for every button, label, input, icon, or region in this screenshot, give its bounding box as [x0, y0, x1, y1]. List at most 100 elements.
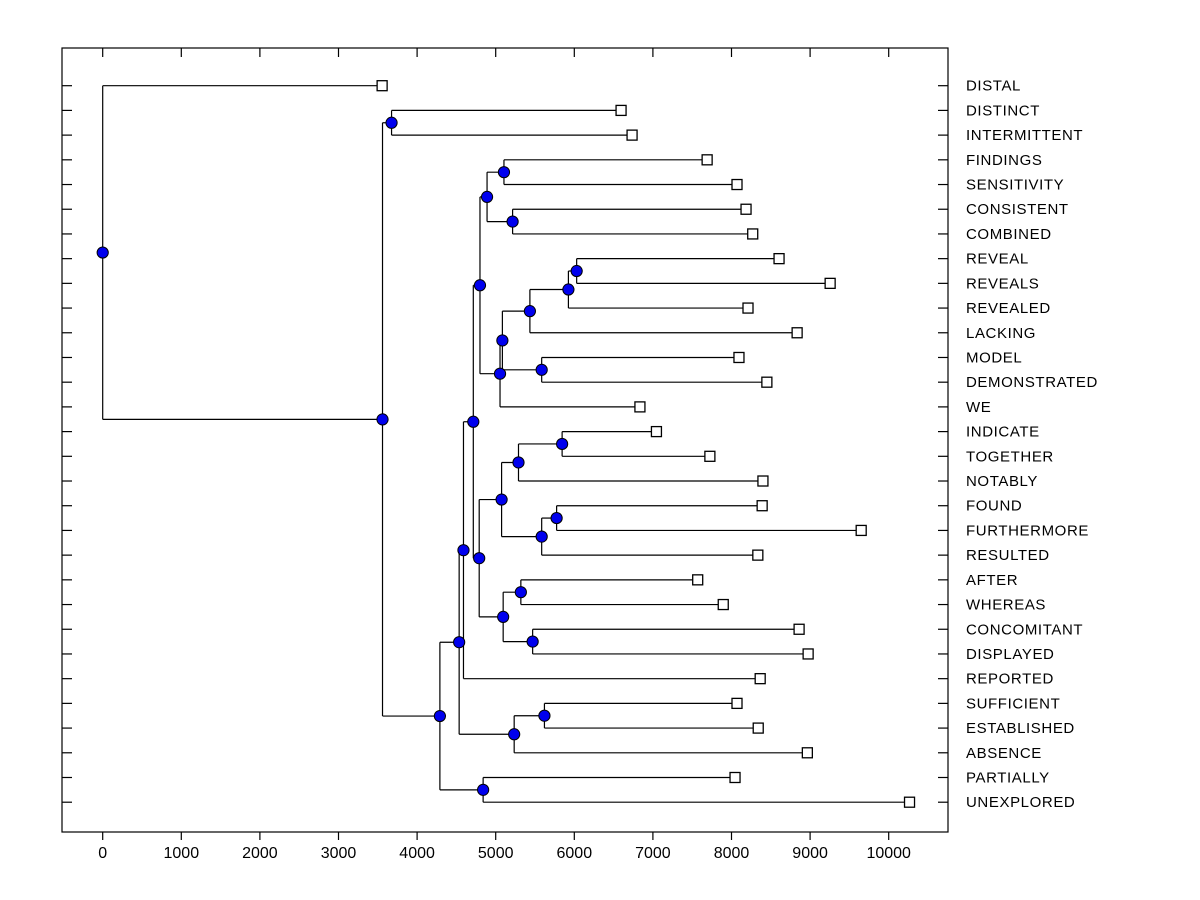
leaf-label: LACKING	[966, 325, 1036, 342]
internal-node-marker[interactable]	[473, 279, 487, 292]
leaf-label: REVEALED	[966, 300, 1051, 317]
leaf-label: SENSITIVITY	[966, 177, 1064, 194]
leaf-node-marker[interactable]	[615, 104, 627, 117]
internal-node-marker[interactable]	[376, 413, 389, 426]
axis-ticks	[62, 48, 948, 840]
x-tick-label: 6000	[557, 845, 593, 862]
x-tick-label: 4000	[399, 845, 435, 862]
leaf-label: CONCOMITANT	[966, 621, 1083, 638]
leaf-node-marker[interactable]	[752, 722, 764, 734]
internal-node-marker[interactable]	[457, 544, 470, 557]
leaf-label: ABSENCE	[966, 745, 1042, 762]
leaf-node-marker[interactable]	[903, 796, 916, 808]
leaf-node-marker[interactable]	[754, 673, 766, 685]
internal-node-marker[interactable]	[535, 530, 548, 543]
leaf-node-marker[interactable]	[761, 376, 773, 388]
leaf-node-marker[interactable]	[855, 524, 867, 537]
internal-node-marker[interactable]	[96, 246, 109, 259]
internal-node-marker[interactable]	[493, 367, 507, 380]
internal-node-marker[interactable]	[538, 709, 551, 722]
leaf-node-marker[interactable]	[752, 549, 764, 561]
internal-node-marker[interactable]	[550, 511, 563, 525]
internal-node-marker[interactable]	[385, 116, 398, 129]
x-tick-label: 10000	[866, 845, 911, 862]
leaf-label: FURTHERMORE	[966, 522, 1089, 539]
internal-node-marker[interactable]	[526, 635, 539, 648]
leaf-node-marker[interactable]	[742, 302, 754, 314]
internal-node-marker[interactable]	[535, 363, 548, 376]
internal-node-marker[interactable]	[570, 264, 583, 278]
leaf-label: DISTAL	[966, 78, 1021, 95]
x-tick-label: 2000	[242, 845, 278, 862]
leaf-node-marker[interactable]	[729, 771, 741, 784]
internal-node-marker[interactable]	[480, 190, 494, 203]
leaf-label: COMBINED	[966, 226, 1052, 243]
internal-node-marker[interactable]	[523, 305, 536, 318]
internal-node-marker[interactable]	[496, 334, 509, 347]
leaf-label: ESTABLISHED	[966, 720, 1075, 737]
leaf-label: WHEREAS	[966, 597, 1046, 614]
internal-node-marker[interactable]	[433, 709, 446, 723]
leaf-node-marker[interactable]	[801, 747, 813, 759]
leaf-label: NOTABLY	[966, 473, 1038, 490]
leaf-label: INDICATE	[966, 424, 1040, 441]
leaf-label: DISTINCT	[966, 102, 1040, 119]
leaf-label: AFTER	[966, 572, 1018, 589]
leaf-node-marker[interactable]	[650, 425, 663, 438]
leaf-node-marker[interactable]	[824, 277, 836, 290]
internal-node-marker[interactable]	[556, 437, 569, 451]
node-markers	[96, 80, 916, 808]
leaf-node-marker[interactable]	[802, 648, 814, 660]
plot-border	[61, 47, 949, 833]
internal-node-marker[interactable]	[477, 783, 490, 796]
x-tick-label: 1000	[164, 845, 200, 862]
leaf-label: RESULTED	[966, 547, 1050, 564]
leaf-label: TOGETHER	[966, 448, 1054, 465]
leaf-label: DEMONSTRATED	[966, 374, 1098, 391]
internal-node-marker[interactable]	[514, 586, 527, 599]
x-tick-label: 7000	[635, 845, 671, 862]
x-axis-tick-labels: 0 1000 2000 3000 4000 5000 6000 7000 8000 9000 100…	[98, 845, 911, 862]
leaf-node-marker[interactable]	[791, 327, 803, 339]
leaf-label: UNEXPLORED	[966, 794, 1075, 811]
internal-node-marker[interactable]	[512, 456, 525, 469]
internal-node-marker[interactable]	[508, 728, 521, 741]
x-tick-label: 9000	[792, 845, 828, 862]
internal-node-marker[interactable]	[497, 610, 510, 624]
x-tick-label: 0	[98, 845, 107, 862]
leaf-node-marker[interactable]	[626, 129, 638, 141]
plot-frame	[61, 47, 949, 833]
x-tick-label: 5000	[478, 845, 514, 862]
leaf-label: SUFFICIENT	[966, 695, 1060, 712]
leaf-node-marker[interactable]	[756, 500, 768, 512]
internal-node-marker[interactable]	[495, 493, 508, 506]
internal-node-marker[interactable]	[562, 283, 575, 296]
internal-node-marker[interactable]	[506, 215, 519, 228]
leaf-labels: DISTAL DISTINCT INTERMITTENT FINDINGS SENSIT…	[966, 78, 1098, 812]
leaf-node-marker[interactable]	[731, 178, 743, 191]
leaf-label: PARTIALLY	[966, 769, 1050, 786]
leaf-node-marker[interactable]	[376, 80, 388, 92]
internal-node-marker[interactable]	[473, 552, 486, 565]
x-tick-label: 3000	[321, 845, 357, 862]
internal-node-marker[interactable]	[497, 166, 511, 179]
leaf-node-marker[interactable]	[740, 203, 752, 215]
leaf-node-marker[interactable]	[793, 623, 805, 635]
internal-node-marker[interactable]	[453, 636, 466, 649]
leaf-node-marker[interactable]	[634, 401, 646, 413]
internal-node-marker[interactable]	[467, 415, 480, 428]
leaf-node-marker[interactable]	[773, 252, 785, 265]
leaf-node-marker[interactable]	[701, 154, 713, 166]
leaf-node-marker[interactable]	[704, 450, 716, 462]
leaf-node-marker[interactable]	[692, 574, 704, 586]
leaf-node-marker[interactable]	[733, 351, 745, 364]
leaf-node-marker[interactable]	[757, 475, 769, 487]
leaf-label: INTERMITTENT	[966, 127, 1083, 144]
leaf-label: FOUND	[966, 498, 1022, 515]
leaf-node-marker[interactable]	[717, 598, 729, 611]
leaf-label: WE	[966, 399, 991, 416]
leaf-node-marker[interactable]	[731, 697, 743, 710]
leaf-node-marker[interactable]	[747, 228, 759, 240]
leaf-label: MODEL	[966, 349, 1022, 366]
